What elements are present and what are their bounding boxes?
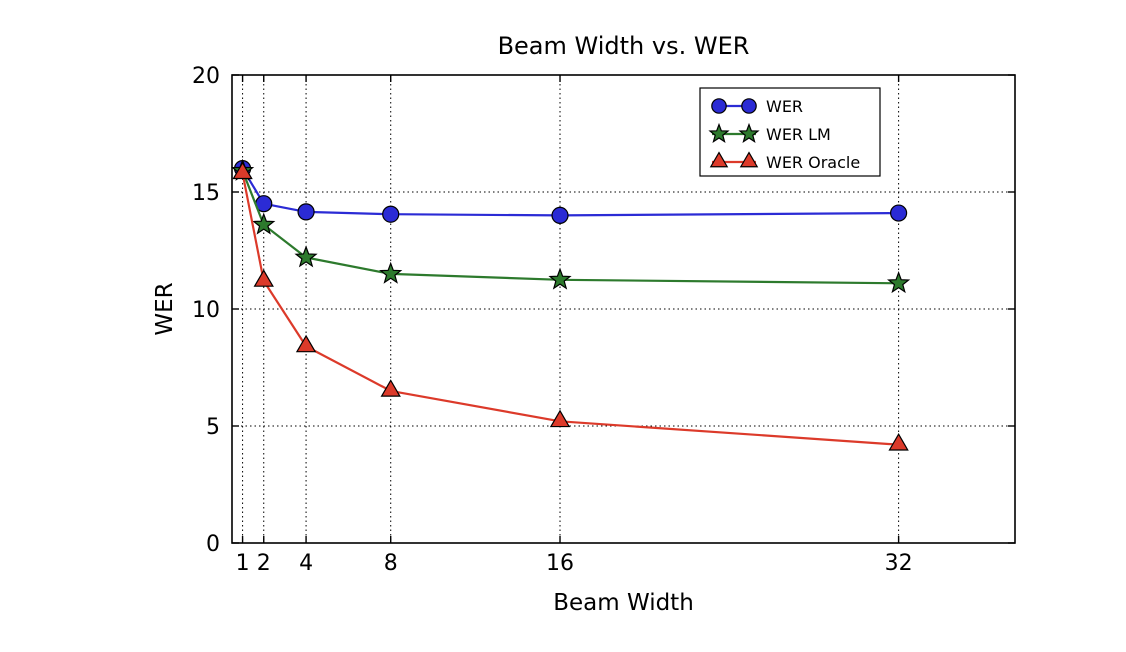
legend-entry-wer-lm: WER LM <box>708 122 831 144</box>
grid-lines <box>232 75 1015 543</box>
legend-label: WER Oracle <box>766 153 860 172</box>
data-series <box>230 158 911 451</box>
legend-entry-wer-oracle: WER Oracle <box>709 151 860 172</box>
x-tick-label: 8 <box>384 551 398 576</box>
axis-tick-marks <box>232 74 1015 544</box>
x-axis-label: Beam Width <box>553 590 694 616</box>
y-axis-label: WER <box>152 282 178 335</box>
legend: WER WER LM WER Oracle <box>699 87 881 177</box>
x-tick-label: 16 <box>546 551 574 576</box>
x-tick-label: 1 <box>236 551 250 576</box>
y-tick-labels: 0 5 10 15 20 <box>192 64 220 557</box>
x-tick-label: 4 <box>299 551 313 576</box>
y-tick-label: 15 <box>192 181 220 206</box>
y-tick-label: 0 <box>206 532 220 557</box>
series-wer-oracle <box>232 161 909 451</box>
legend-label: WER LM <box>766 125 831 144</box>
legend-entry-wer: WER <box>711 97 803 116</box>
x-tick-labels: 1 2 4 8 16 32 <box>236 551 913 576</box>
y-tick-label: 20 <box>192 64 220 89</box>
y-tick-label: 5 <box>206 415 220 440</box>
legend-label: WER <box>766 97 803 116</box>
series-wer-lm <box>230 158 911 294</box>
chart-title: Beam Width vs. WER <box>498 32 750 60</box>
x-tick-label: 2 <box>257 551 271 576</box>
y-tick-label: 10 <box>192 298 220 323</box>
x-tick-label: 32 <box>885 551 913 576</box>
series-wer <box>233 160 908 224</box>
